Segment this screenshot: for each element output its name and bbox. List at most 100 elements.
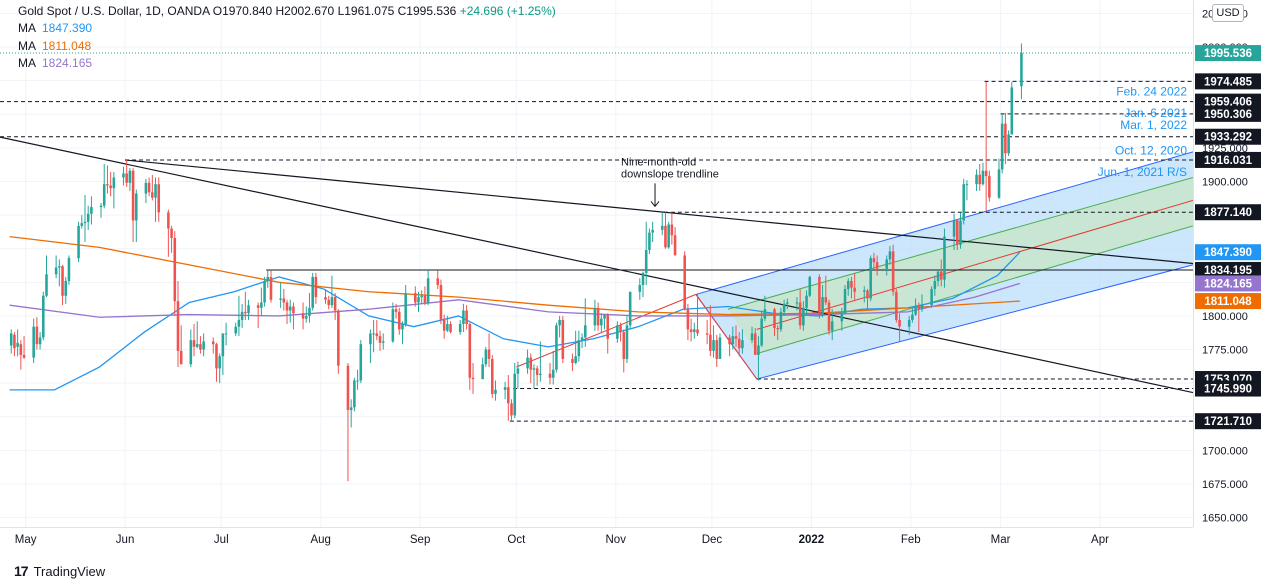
candle bbox=[154, 177, 157, 222]
candle bbox=[866, 289, 869, 310]
candle-body bbox=[978, 174, 982, 185]
candle bbox=[211, 337, 215, 354]
candle bbox=[507, 375, 510, 421]
candle-body bbox=[417, 297, 420, 303]
x-tick-label: Nov bbox=[606, 534, 627, 546]
candle-body bbox=[131, 170, 135, 221]
candle bbox=[462, 303, 465, 333]
candle-body bbox=[760, 318, 763, 346]
candle-body bbox=[151, 192, 154, 198]
candle bbox=[420, 290, 424, 304]
candle bbox=[308, 293, 311, 323]
candle bbox=[391, 302, 395, 343]
candle bbox=[532, 364, 536, 389]
candle-body bbox=[943, 236, 946, 280]
candle bbox=[42, 291, 45, 341]
ohlc-open: O1970.840 bbox=[212, 4, 273, 18]
candle bbox=[628, 291, 632, 330]
candle bbox=[86, 205, 90, 230]
candle bbox=[394, 303, 398, 319]
candle-body bbox=[45, 274, 48, 296]
candle bbox=[333, 293, 337, 320]
candle bbox=[962, 178, 965, 225]
candle bbox=[853, 272, 856, 302]
candle bbox=[324, 289, 327, 304]
candle-body bbox=[664, 225, 667, 248]
candle bbox=[80, 215, 84, 229]
candle-body bbox=[157, 184, 161, 213]
candle bbox=[1007, 130, 1010, 156]
candle-body bbox=[359, 344, 363, 381]
candle bbox=[644, 221, 648, 286]
candle-body bbox=[952, 220, 956, 237]
candle bbox=[1010, 82, 1014, 135]
y-tick-label: 1650.000 bbox=[1202, 513, 1248, 525]
candle-body bbox=[378, 336, 382, 343]
candle bbox=[898, 313, 901, 342]
candle bbox=[731, 326, 735, 350]
candle bbox=[426, 270, 430, 306]
candle-body bbox=[997, 169, 1001, 198]
candle-body bbox=[260, 302, 263, 308]
candle bbox=[728, 334, 731, 357]
ma-legend-1[interactable]: MA 1847.390 bbox=[18, 21, 92, 35]
candle-body bbox=[936, 271, 940, 281]
candle bbox=[1020, 43, 1023, 100]
candle bbox=[234, 322, 237, 337]
candle bbox=[718, 333, 722, 359]
candle bbox=[535, 365, 539, 386]
y-tick-label: 1900.000 bbox=[1202, 176, 1248, 188]
currency-button[interactable]: USD bbox=[1212, 4, 1244, 22]
candle-body bbox=[13, 334, 16, 349]
candle-body bbox=[333, 297, 337, 311]
trendline-1 bbox=[0, 136, 1193, 394]
candle-body bbox=[1004, 123, 1007, 154]
candle bbox=[978, 164, 982, 191]
candle bbox=[798, 289, 802, 330]
ma-legend-2[interactable]: MA 1811.048 bbox=[18, 39, 91, 53]
tradingview-logo[interactable]: 17 TradingView bbox=[14, 563, 105, 579]
channel-inner-lower-line bbox=[756, 225, 1193, 355]
price-tag-label: 1824.165 bbox=[1204, 278, 1253, 290]
candle-body bbox=[939, 271, 943, 280]
candle bbox=[314, 272, 318, 304]
candle-body bbox=[112, 177, 116, 189]
candle-body bbox=[728, 337, 731, 345]
candle bbox=[808, 275, 812, 298]
candle bbox=[202, 333, 205, 357]
candle bbox=[179, 325, 183, 365]
candle-body bbox=[651, 229, 654, 233]
y-tick-label: 1675.000 bbox=[1202, 479, 1248, 491]
candle-body bbox=[660, 225, 664, 230]
candle-body bbox=[516, 368, 520, 374]
candle bbox=[840, 307, 844, 331]
candle-body bbox=[555, 325, 558, 370]
candle bbox=[863, 286, 866, 303]
candle bbox=[818, 274, 821, 319]
candle-body bbox=[22, 354, 26, 358]
candle-body bbox=[436, 278, 440, 286]
candle-body bbox=[843, 289, 847, 314]
price-tag-bg bbox=[1195, 275, 1261, 292]
pitchfork-handle bbox=[516, 293, 758, 380]
candle-body bbox=[616, 325, 619, 339]
candle-body bbox=[375, 333, 379, 337]
candle-body bbox=[202, 341, 205, 350]
candle bbox=[189, 329, 193, 368]
x-tick-label: Jun bbox=[116, 534, 135, 546]
ma-legend-3[interactable]: MA 1824.165 bbox=[18, 56, 92, 70]
candle-body bbox=[911, 314, 914, 320]
candle bbox=[712, 325, 715, 358]
candle-body bbox=[90, 207, 93, 214]
candle bbox=[404, 285, 407, 327]
candle-body bbox=[513, 373, 517, 416]
candle bbox=[481, 357, 484, 380]
x-tick-label: Jul bbox=[214, 534, 229, 546]
candle bbox=[484, 346, 488, 368]
candle-body bbox=[526, 357, 529, 369]
candle-body bbox=[583, 325, 587, 338]
candle bbox=[397, 307, 401, 335]
candle bbox=[782, 299, 786, 316]
